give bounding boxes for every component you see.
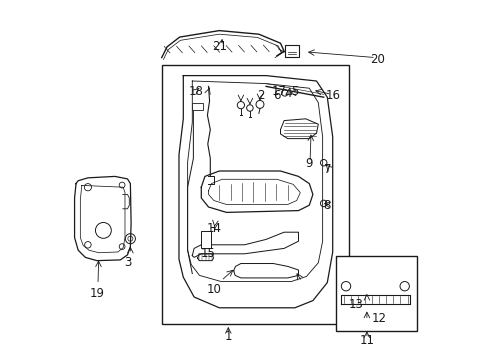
Bar <box>336 256 416 331</box>
Text: 1: 1 <box>224 330 232 343</box>
Text: 4: 4 <box>284 87 291 100</box>
Text: 14: 14 <box>206 222 221 235</box>
Text: 6: 6 <box>273 89 280 102</box>
Text: 21: 21 <box>211 40 226 53</box>
Bar <box>192 103 203 110</box>
Bar <box>162 65 348 324</box>
Text: 9: 9 <box>305 157 312 170</box>
Text: 10: 10 <box>206 283 221 296</box>
Bar <box>285 45 298 57</box>
Text: 3: 3 <box>123 256 131 269</box>
Text: 20: 20 <box>369 53 385 66</box>
Bar <box>200 231 211 248</box>
Text: 18: 18 <box>188 85 203 98</box>
Text: 5: 5 <box>291 85 298 98</box>
Text: 16: 16 <box>325 89 340 102</box>
Text: 2: 2 <box>256 89 264 102</box>
Text: 12: 12 <box>371 312 386 325</box>
Text: 17: 17 <box>271 85 285 98</box>
Text: 11: 11 <box>359 334 374 347</box>
Text: 13: 13 <box>348 298 363 311</box>
Text: 19: 19 <box>89 287 104 300</box>
Text: 8: 8 <box>323 199 330 212</box>
Text: 7: 7 <box>323 163 330 176</box>
Text: 15: 15 <box>201 247 216 260</box>
